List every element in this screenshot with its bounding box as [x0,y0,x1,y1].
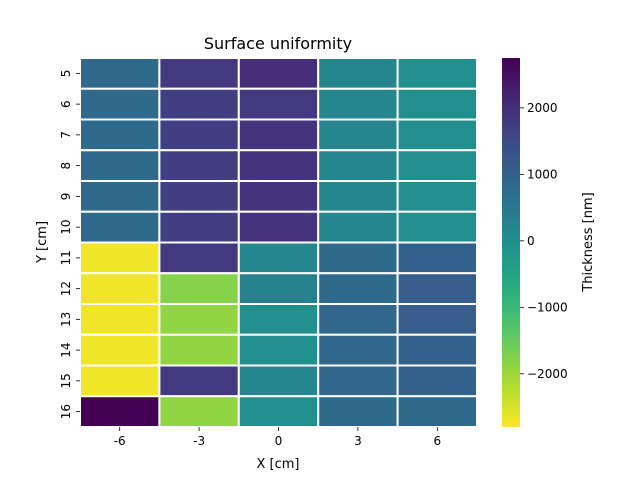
y-tick-label: 16 [59,404,73,419]
heatmap-cell [317,180,399,213]
heatmap-cell [396,333,479,367]
y-tick-label: 8 [59,162,73,170]
colorbar-gradient [502,58,520,427]
y-tick-label: 12 [59,281,73,296]
heatmap-cell [79,303,161,336]
heatmap-cell [237,149,320,182]
x-tick-label: 3 [354,434,362,448]
heatmap-cell [396,87,479,121]
y-tick-label: 6 [59,100,73,108]
heatmap-cell [396,303,479,336]
x-tick-label: -6 [114,434,126,448]
heatmap-cell [396,272,479,305]
heatmap-cell [317,272,399,305]
x-tick-label: 6 [433,434,441,448]
colorbar-tick-label: −2000 [527,367,568,381]
heatmap-cell [158,303,240,336]
heatmap-cell [317,364,399,398]
heatmap-cell [158,57,240,90]
heatmap-cell [237,364,320,398]
heatmap-cell [317,118,399,152]
heatmap-cell [396,395,479,428]
heatmap-cell [79,364,161,398]
heatmap-cell [237,395,320,428]
colorbar-tick-label: 2000 [527,101,558,115]
y-tick-label: 10 [59,219,73,234]
heatmap-cell [79,395,161,428]
heatmap-cell [79,333,161,367]
heatmap-cell [396,57,479,90]
heatmap-cell [396,149,479,182]
colorbar-label: Thickness [nm] [581,192,596,292]
heatmap-cell [79,210,161,244]
x-tick-label: 0 [275,434,283,448]
heatmap-cell [158,241,240,275]
y-tick-label: 11 [59,250,73,265]
heatmap-cell [158,395,240,428]
heatmap-cell [237,272,320,305]
heatmap-cell [158,333,240,367]
heatmap-cell [396,210,479,244]
heatmap-cell [317,57,399,90]
heatmap-cell [237,303,320,336]
heatmap-cell [237,210,320,244]
heatmap-cell [158,180,240,213]
heatmap-cell [237,241,320,275]
heatmap-cell [317,87,399,121]
y-axis-label: Y [cm] [35,221,50,264]
heatmap-cells [79,57,479,428]
heatmap-cell [317,395,399,428]
heatmap-cell [158,210,240,244]
chart-title: Surface uniformity [204,34,352,53]
heatmap-cell [396,180,479,213]
colorbar-tick-label: 1000 [527,167,558,181]
heatmap-cell [79,149,161,182]
x-tick-label: -3 [193,434,205,448]
heatmap-cell [158,87,240,121]
y-tick-label: 9 [59,193,73,201]
heatmap-cell [237,57,320,90]
heatmap-cell [237,180,320,213]
heatmap-cell [158,149,240,182]
heatmap-cell [396,364,479,398]
colorbar-tick-label: 0 [527,234,535,248]
heatmap-cell [79,241,161,275]
colorbar-tick-label: −1000 [527,300,568,314]
y-tick-label: 15 [59,373,73,388]
heatmap-cell [396,241,479,275]
y-tick-label: 5 [59,70,73,78]
heatmap-cell [237,118,320,152]
heatmap-cell [79,180,161,213]
y-tick-label: 7 [59,131,73,139]
colorbar: 2000 1000 0 −1000 −2000 [502,58,568,427]
y-tick-label: 13 [59,312,73,327]
heatmap-cell [317,149,399,182]
heatmap-cell [317,333,399,367]
heatmap-cell [396,118,479,152]
heatmap-cell [79,272,161,305]
heatmap-cell [158,272,240,305]
x-axis-ticks: -6 -3 0 3 6 [114,427,441,448]
heatmap-cell [237,333,320,367]
heatmap-cell [158,364,240,398]
heatmap-cell [237,87,320,121]
heatmap-cell [79,87,161,121]
heatmap-cell [79,118,161,152]
heatmap-cell [79,57,161,90]
heatmap-cell [158,118,240,152]
y-tick-label: 14 [59,342,73,357]
heatmap-cell [317,241,399,275]
heatmap-cell [317,303,399,336]
x-axis-label: X [cm] [257,457,300,472]
y-axis-ticks: 5 6 7 8 9 10 11 12 13 14 15 16 [59,70,80,419]
heatmap-cell [317,210,399,244]
